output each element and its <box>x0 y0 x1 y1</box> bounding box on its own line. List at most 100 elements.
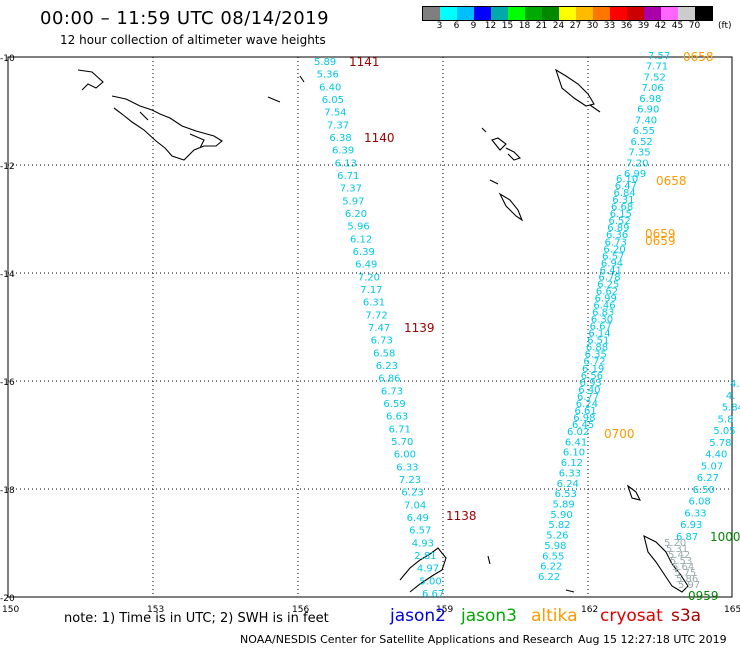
time-label-1140: 1140 <box>364 131 395 145</box>
coastline-solomons-islands <box>481 127 522 161</box>
scale-tick-label: 12 <box>484 21 497 31</box>
scale-swatch-11 <box>610 7 627 20</box>
swh-value: 7.23 <box>399 475 421 486</box>
swh-value: 6.55 <box>633 126 655 137</box>
scale-tick-label: 33 <box>603 21 616 31</box>
swh-value-dense: 6.84 <box>613 188 635 199</box>
swh-value: 6.50 <box>693 485 715 496</box>
scale-tick-label: 45 <box>671 21 684 31</box>
swh-value-dense: 5.75 <box>674 568 696 579</box>
swh-value: 6.53 <box>555 489 577 500</box>
lon-label: 153 <box>147 605 164 615</box>
color-scale-ticks: 3 6 9 12 15 18 21 24 27 30 33 36 39 42 45 70 <box>431 21 713 31</box>
swh-value: 6.93 <box>680 520 702 531</box>
swh-value: 6.31 <box>363 298 385 309</box>
swh-value: 5.98 <box>544 541 566 552</box>
swh-value-dense: 6.72 <box>583 357 605 368</box>
scale-swatch-10 <box>593 7 610 20</box>
swh-value: 7.20 <box>358 272 380 283</box>
swh-value: 7.17 <box>360 285 382 296</box>
coastline-solomons-west <box>555 68 601 113</box>
map-frame <box>7 56 733 598</box>
time-label-1000: 1000 <box>710 530 740 544</box>
swh-value-dense: 6.93 <box>580 378 602 389</box>
swh-value: 6.87 <box>676 532 698 543</box>
swh-value: 6.23 <box>376 361 398 372</box>
altimeter-tracks: 5.895.366.406.057.547.376.386.396.136.71… <box>314 50 740 603</box>
scale-tick-label: 3 <box>436 21 443 31</box>
swh-value: 6.57 <box>409 526 431 537</box>
coastline-vanuatu-north <box>626 484 642 501</box>
scale-swatch-2 <box>457 7 474 20</box>
swh-value: 6.73 <box>381 386 403 397</box>
scale-tick-label: 24 <box>552 21 565 31</box>
lat-label: -18 <box>0 486 15 496</box>
scale-swatch-7 <box>542 7 559 20</box>
swh-value: 5.00 <box>419 576 441 587</box>
swh-value-dense: 6.61 <box>575 406 597 417</box>
swh-value-dense: 6.20 <box>603 244 625 255</box>
swh-value-dense: 6.67 <box>590 322 612 333</box>
time-label-0658b: 0658 <box>656 174 687 188</box>
scale-tick-label: 6 <box>453 21 460 31</box>
legend-jason2: jason2 <box>390 606 446 626</box>
scale-swatch-13 <box>644 7 661 20</box>
swh-value: 6.24 <box>557 479 579 490</box>
scale-tick-label: 9 <box>470 21 477 31</box>
map-title: 00:00 – 11:59 UTC 08/14/2019 <box>40 8 330 29</box>
swh-value-dense: 6.52 <box>608 216 630 227</box>
swh-value-dense: 6.14 <box>588 329 610 340</box>
swh-value: 6.02 <box>567 427 589 438</box>
swh-value: 5.05 <box>713 426 735 437</box>
swh-value: 5.07 <box>701 461 723 472</box>
swh-value: 5.82 <box>548 520 570 531</box>
scale-tick-label: 30 <box>586 21 599 31</box>
lon-label: 156 <box>292 605 309 615</box>
swh-value: 5.97 <box>342 196 364 207</box>
swh-value: 7.35 <box>628 148 650 159</box>
swh-value: 5.78 <box>709 438 731 449</box>
color-scale-swatches <box>422 6 713 21</box>
swh-value: 6.27 <box>697 473 719 484</box>
scale-swatch-14 <box>661 7 678 20</box>
swh-value-dense: 5.97 <box>678 580 700 591</box>
scale-tick-label: 21 <box>535 21 548 31</box>
swh-value-dense: 6.98 <box>573 413 595 424</box>
footer-credit: NOAA/NESDIS Center for Satellite Applica… <box>240 633 574 646</box>
coastline-queensland <box>399 547 447 593</box>
swh-value-dense: 6.99 <box>595 293 617 304</box>
scale-swatch-8 <box>559 7 576 20</box>
time-label-1138: 1138 <box>446 509 477 523</box>
swh-value: 5.70 <box>391 437 413 448</box>
lat-label: -14 <box>0 270 15 280</box>
scale-swatch-9 <box>576 7 593 20</box>
scale-swatch-4 <box>491 7 508 20</box>
swh-value: 6.41 <box>565 437 587 448</box>
coastline-rennell <box>489 179 524 222</box>
scale-swatch-15 <box>678 7 695 20</box>
swh-value: 6.71 <box>337 171 359 182</box>
coastlines <box>77 68 689 593</box>
swh-value-dense: 5.20 <box>664 538 686 549</box>
swh-value: 6.08 <box>688 497 710 508</box>
swh-value-dense: 6.77 <box>577 392 599 403</box>
swh-value: 6.67 <box>422 589 444 600</box>
swh-value: 7.57 <box>648 51 670 62</box>
swh-value: 5.89 <box>553 500 575 511</box>
coastline-new-britain <box>77 69 223 161</box>
legend-s3a: s3a <box>671 606 702 626</box>
swh-value: 5.90 <box>550 510 572 521</box>
swh-value-dense: 6.88 <box>586 343 608 354</box>
swh-value-dense: 6.41 <box>600 265 622 276</box>
swh-value: 6.00 <box>394 450 416 461</box>
swh-value: 7.20 <box>626 158 648 169</box>
swh-value: 7.40 <box>635 115 657 126</box>
coastline-reef <box>487 555 575 593</box>
swh-value: 6.55 <box>542 551 564 562</box>
lat-label: -12 <box>0 162 15 172</box>
swh-value-dense: 6.36 <box>606 230 628 241</box>
color-scale: 3 6 9 12 15 18 21 24 27 30 33 36 39 42 45 70 <box>422 6 713 31</box>
swh-value: 6.33 <box>684 508 706 519</box>
swh-value-dense: 6.56 <box>581 371 603 382</box>
swh-value: 6.52 <box>631 137 653 148</box>
